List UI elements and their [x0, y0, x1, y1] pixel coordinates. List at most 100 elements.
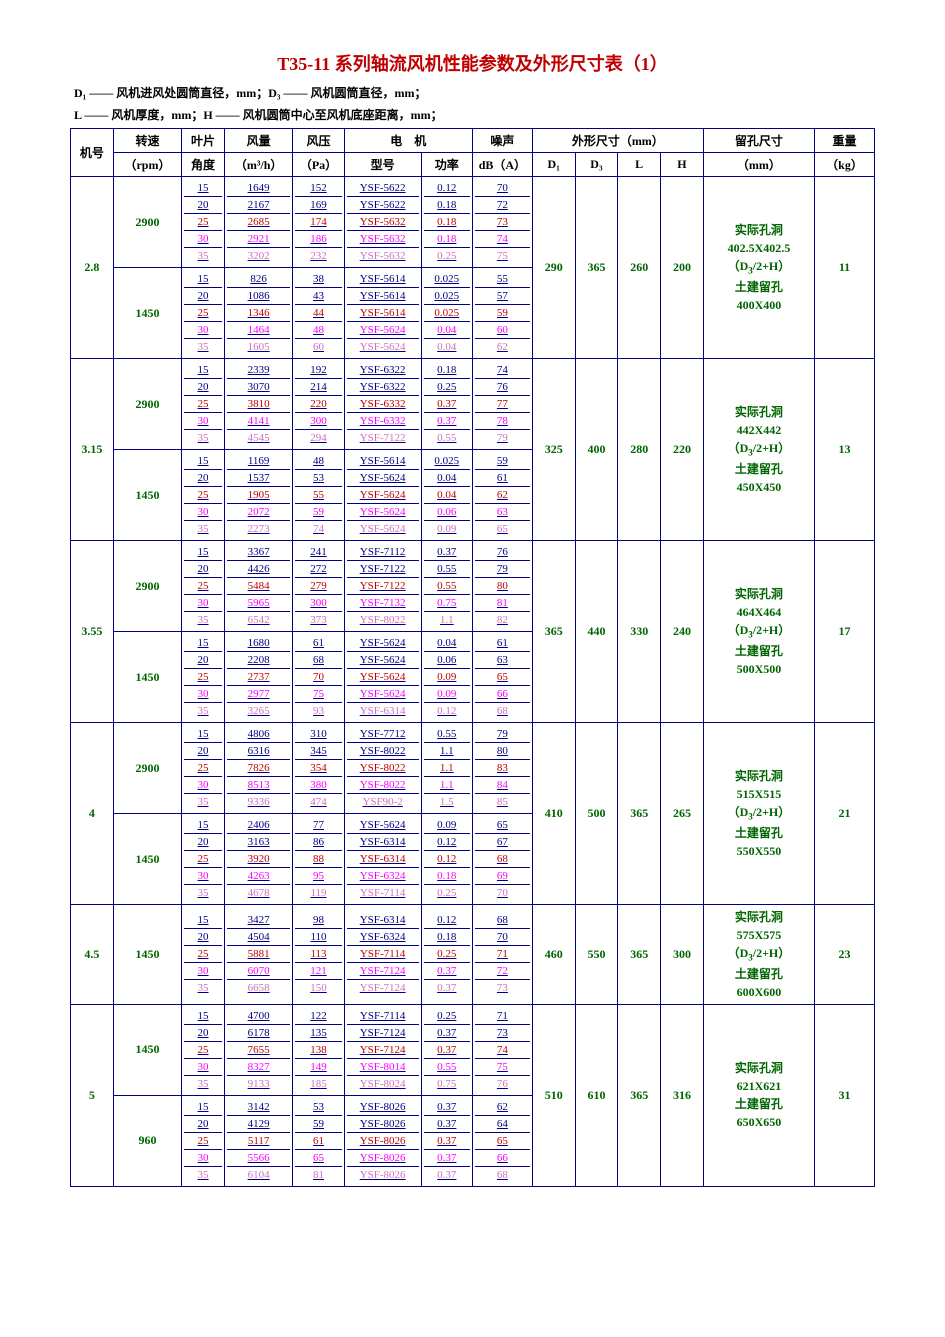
angle-cell: 1520253035: [182, 268, 225, 359]
data-cell: YSF-5624: [347, 322, 419, 339]
data-cell: 0.12: [424, 180, 470, 197]
data-cell: 35: [184, 612, 222, 629]
data-cell: 169: [295, 197, 341, 214]
data-cell: 5881: [227, 946, 290, 963]
data-cell: 35: [184, 521, 222, 538]
data-cell: 86: [295, 834, 341, 851]
dim-d1: 325: [532, 359, 575, 541]
data-cell: 25: [184, 578, 222, 595]
dim-d3: 610: [575, 1004, 618, 1186]
data-cell: 80: [475, 578, 530, 595]
hole-cell: 实际孔洞402.5X402.5（D3/2+H）土建留孔400X400: [703, 177, 814, 359]
data-cell: 122: [295, 1008, 341, 1025]
dim-d1: 290: [532, 177, 575, 359]
data-cell: 6070: [227, 963, 290, 980]
data-cell: 113: [295, 946, 341, 963]
dim-d3: 400: [575, 359, 618, 541]
db-cell: 5961626365: [472, 450, 532, 541]
pressure-cell: 4853555974: [293, 450, 344, 541]
data-cell: YSF-5624: [347, 487, 419, 504]
data-cell: YSF-5624: [347, 686, 419, 703]
angle-cell: 1520253035: [182, 1095, 225, 1186]
dim-l: 365: [618, 1004, 661, 1186]
data-cell: 73: [475, 1024, 530, 1041]
weight-cell: 31: [815, 1004, 875, 1186]
rpm-cell: 1450: [113, 268, 181, 359]
data-cell: 64: [475, 1115, 530, 1132]
data-cell: YSF-8024: [347, 1075, 419, 1092]
data-cell: 30: [184, 1149, 222, 1166]
data-cell: 192: [295, 362, 341, 379]
data-cell: 150: [295, 980, 341, 997]
data-cell: 74: [475, 1041, 530, 1058]
data-cell: 70: [475, 885, 530, 902]
data-cell: 30: [184, 231, 222, 248]
data-cell: 71: [475, 1008, 530, 1025]
data-cell: 0.55: [424, 578, 470, 595]
jihao-cell: 4.5: [71, 905, 114, 1005]
data-cell: 0.25: [424, 1008, 470, 1025]
data-cell: 15: [184, 180, 222, 197]
data-cell: 5566: [227, 1149, 290, 1166]
data-cell: YSF-5624: [347, 521, 419, 538]
power-cell: 0.0250.040.040.060.09: [421, 450, 472, 541]
data-cell: 76: [475, 544, 530, 561]
data-cell: YSF-7124: [347, 963, 419, 980]
data-cell: 38: [295, 271, 341, 288]
data-cell: 0.25: [424, 885, 470, 902]
flow-cell: 24063163392042634678: [224, 814, 292, 905]
data-cell: 300: [295, 595, 341, 612]
model-cell: YSF-5614YSF-5624YSF-5624YSF-5624YSF-5624: [344, 450, 421, 541]
angle-cell: 1520253035: [182, 541, 225, 632]
data-cell: 15: [184, 1008, 222, 1025]
data-cell: 65: [295, 1149, 341, 1166]
data-cell: 59: [475, 453, 530, 470]
data-cell: 1605: [227, 339, 290, 356]
db-cell: 6567686970: [472, 814, 532, 905]
flow-cell: 34274504588160706658: [224, 905, 292, 1005]
power-cell: 0.0250.0250.0250.040.04: [421, 268, 472, 359]
data-cell: 0.12: [424, 912, 470, 929]
data-cell: YSF-8022: [347, 612, 419, 629]
data-cell: 149: [295, 1058, 341, 1075]
pressure-cell: 122135138149185: [293, 1004, 344, 1095]
data-cell: YSF-5624: [347, 817, 419, 834]
data-cell: 95: [295, 868, 341, 885]
data-cell: 20: [184, 652, 222, 669]
data-cell: YSF-5624: [347, 669, 419, 686]
data-cell: YSF-7132: [347, 595, 419, 612]
data-cell: 20: [184, 379, 222, 396]
data-cell: 20: [184, 929, 222, 946]
data-cell: YSF-8022: [347, 743, 419, 760]
data-cell: 63: [475, 504, 530, 521]
data-cell: 81: [475, 595, 530, 612]
pressure-cell: 152169174186232: [293, 177, 344, 268]
angle-cell: 1520253035: [182, 1004, 225, 1095]
data-cell: 8327: [227, 1058, 290, 1075]
hdr-liukong: 留孔尺寸: [703, 129, 814, 153]
data-cell: 9336: [227, 794, 290, 811]
data-cell: YSF-6324: [347, 868, 419, 885]
weight-cell: 11: [815, 177, 875, 359]
data-cell: 68: [475, 703, 530, 720]
dim-d3: 365: [575, 177, 618, 359]
model-cell: YSF-5624YSF-5624YSF-5624YSF-5624YSF-6314: [344, 632, 421, 723]
data-cell: 82: [475, 612, 530, 629]
data-cell: YSF-7712: [347, 726, 419, 743]
data-cell: 68: [295, 652, 341, 669]
flow-cell: 47006178765583279133: [224, 1004, 292, 1095]
data-cell: 53: [295, 1099, 341, 1116]
data-cell: YSF-6314: [347, 834, 419, 851]
data-cell: 373: [295, 612, 341, 629]
flow-cell: 16492167268529213202: [224, 177, 292, 268]
hdr-xinghao: 型号: [344, 153, 421, 177]
data-cell: 3920: [227, 851, 290, 868]
rpm-cell: 2900: [113, 177, 181, 268]
data-cell: 272: [295, 561, 341, 578]
hdr-dba: dB（A）: [472, 153, 532, 177]
data-cell: 63: [475, 652, 530, 669]
data-cell: 121: [295, 963, 341, 980]
data-cell: 98: [295, 912, 341, 929]
data-cell: YSF-7114: [347, 1008, 419, 1025]
data-cell: 83: [475, 760, 530, 777]
